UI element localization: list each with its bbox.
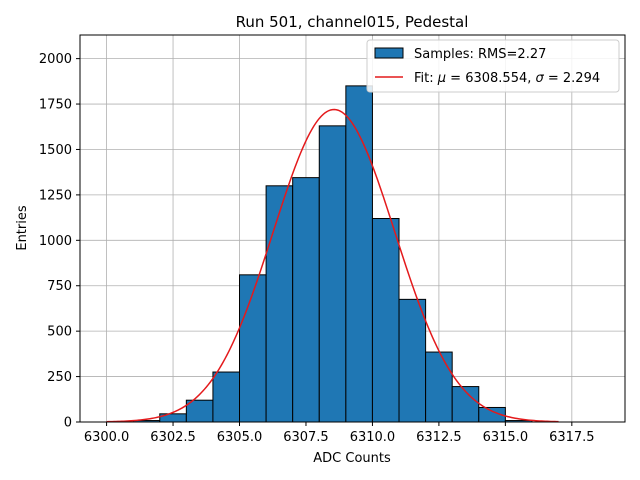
y-tick-label-0: 0 bbox=[64, 416, 72, 431]
histogram-bar-4 bbox=[239, 274, 267, 423]
x-axis-label: ADC Counts bbox=[313, 451, 391, 466]
y-tick-label-1: 250 bbox=[47, 370, 72, 385]
x-tick-label-1: 6302.5 bbox=[150, 430, 196, 445]
legend-samples-swatch bbox=[374, 47, 404, 59]
x-tick-label-2: 6305.0 bbox=[217, 430, 263, 445]
histogram-bar-3 bbox=[212, 371, 241, 423]
legend-fit-label: Fit: μ = 6308.554, σ = 2.294 bbox=[414, 71, 600, 86]
y-tick-label-8: 2000 bbox=[39, 52, 72, 67]
legend-mu-value: = 6308.554, bbox=[446, 71, 535, 86]
legend-fit-prefix: Fit: bbox=[414, 71, 438, 86]
y-tick-label-5: 1250 bbox=[39, 188, 72, 203]
x-axis-ticks: 6300.0 6302.5 6305.0 6307.5 6310.0 6312.5 6315… bbox=[84, 422, 595, 445]
chart-title: Run 501, channel015, Pedestal bbox=[236, 13, 469, 31]
histogram-bar-11 bbox=[425, 351, 453, 423]
legend: Samples: RMS=2.27 Fit: μ = 6308.554, σ =… bbox=[366, 39, 620, 93]
x-tick-label-0: 6300.0 bbox=[84, 430, 130, 445]
y-tick-label-7: 1750 bbox=[39, 98, 72, 113]
histogram-bar-10 bbox=[398, 298, 427, 423]
x-tick-label-3: 6307.5 bbox=[283, 430, 329, 445]
x-tick-label-7: 6317.5 bbox=[549, 430, 595, 445]
histogram-bar-5 bbox=[265, 185, 294, 423]
legend-sigma-symbol: σ bbox=[536, 71, 545, 86]
x-tick-label-6: 6315.0 bbox=[483, 430, 529, 445]
y-tick-label-2: 500 bbox=[47, 325, 72, 340]
y-tick-label-4: 1000 bbox=[39, 234, 72, 249]
legend-box bbox=[366, 39, 620, 93]
y-axis-ticks: 0 250 500 750 1000 1250 1500 1750 2000 bbox=[39, 52, 80, 431]
histogram-bar-9 bbox=[371, 218, 400, 423]
y-tick-label-3: 750 bbox=[47, 279, 72, 294]
plot-frame bbox=[79, 34, 626, 423]
y-axis-label: Entries bbox=[15, 205, 30, 251]
x-tick-label-5: 6312.5 bbox=[416, 430, 462, 445]
legend-mu-symbol: μ bbox=[437, 71, 446, 86]
histogram-bar-2 bbox=[185, 399, 214, 423]
histogram-bars bbox=[132, 85, 533, 423]
legend-sigma-value: = 2.294 bbox=[544, 71, 600, 86]
legend-samples-label: Samples: RMS=2.27 bbox=[414, 47, 546, 62]
histogram-bar-6 bbox=[292, 177, 320, 423]
x-tick-label-4: 6310.0 bbox=[350, 430, 396, 445]
gaussian-fit-curve bbox=[106, 108, 559, 423]
y-tick-label-6: 1500 bbox=[39, 143, 72, 158]
histogram-bar-7 bbox=[318, 125, 347, 423]
